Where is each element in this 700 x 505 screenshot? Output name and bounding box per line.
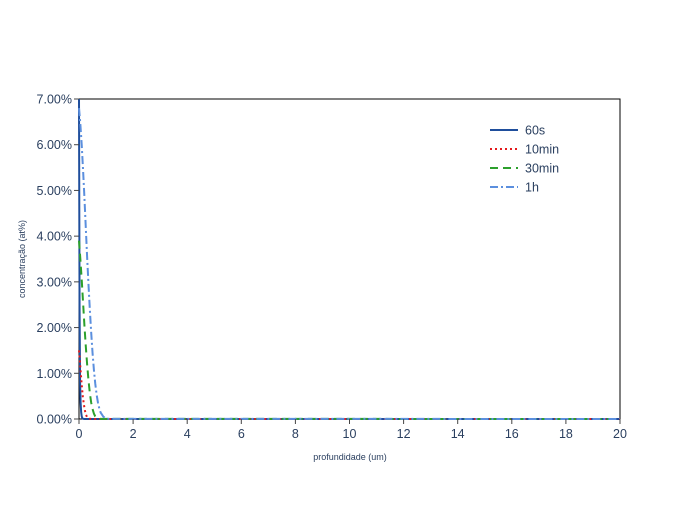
legend: 60s 10min 30min 1h bbox=[490, 124, 559, 195]
x-tick-label: 0 bbox=[76, 427, 83, 441]
series-line-1h bbox=[78, 108, 621, 420]
x-tick-label: 2 bbox=[130, 427, 137, 441]
y-tick-label: 2.00% bbox=[37, 321, 72, 335]
x-tick-label: 18 bbox=[559, 427, 573, 441]
y-tick-label: 6.00% bbox=[37, 138, 72, 152]
x-tick-label: 6 bbox=[238, 427, 245, 441]
plot-frame bbox=[78, 98, 621, 420]
legend-label-1h: 1h bbox=[525, 181, 539, 195]
series-layer bbox=[78, 98, 621, 420]
legend-label-10min: 10min bbox=[525, 143, 559, 157]
axes-layer: 0 2 4 6 8 10 12 14 16 18 20 0.00% 1.00% 2.00% 3.00% 4.0… bbox=[37, 93, 627, 442]
x-tick-label: 20 bbox=[613, 427, 627, 441]
y-axis-title: concentração (at%) bbox=[17, 220, 27, 298]
x-tick-label: 8 bbox=[292, 427, 299, 441]
y-tick-label: 1.00% bbox=[37, 367, 72, 381]
x-tick-label: 12 bbox=[397, 427, 411, 441]
x-tick-label: 14 bbox=[451, 427, 465, 441]
series-line-30min bbox=[78, 240, 621, 420]
x-tick-label: 4 bbox=[184, 427, 191, 441]
y-tick-label: 4.00% bbox=[37, 230, 72, 244]
legend-label-60s: 60s bbox=[525, 124, 545, 138]
x-axis-title: profundidade (um) bbox=[313, 452, 387, 462]
plot-area bbox=[78, 98, 621, 420]
series-line-10min bbox=[78, 350, 620, 420]
y-tick-label: 0.00% bbox=[37, 413, 72, 427]
y-tick-label: 5.00% bbox=[37, 184, 72, 198]
x-tick-label: 16 bbox=[505, 427, 519, 441]
y-tick-label: 7.00% bbox=[37, 93, 72, 107]
x-tick-label: 10 bbox=[343, 427, 357, 441]
legend-label-30min: 30min bbox=[525, 162, 559, 176]
y-tick-label: 3.00% bbox=[37, 275, 72, 289]
